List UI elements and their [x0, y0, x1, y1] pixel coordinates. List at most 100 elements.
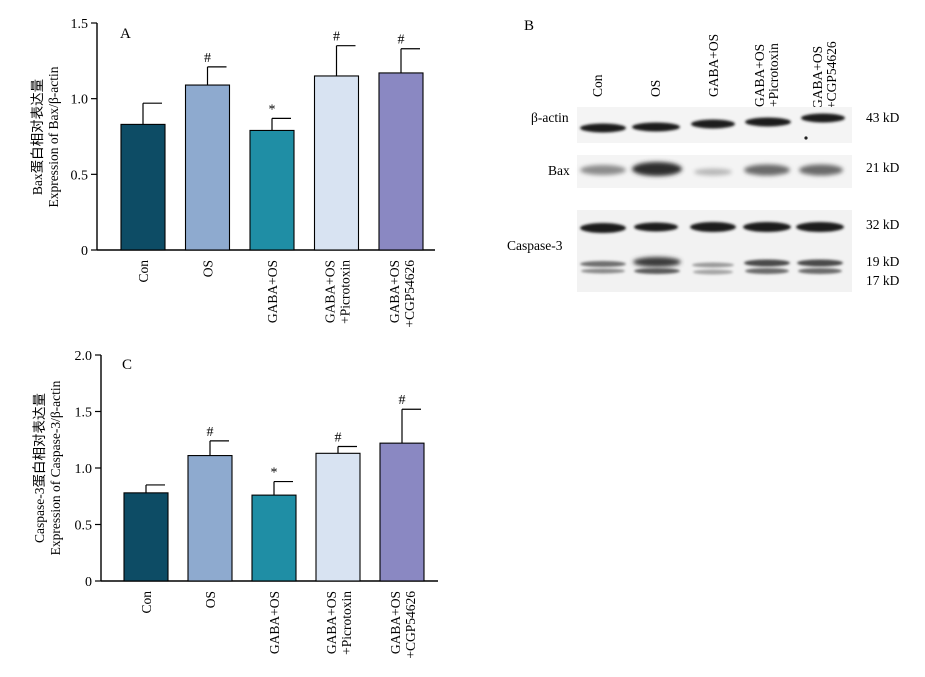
- y-tick-label: 0.5: [71, 168, 89, 183]
- significance-mark: #: [399, 393, 406, 408]
- category-label-line: GABA+OS: [267, 591, 282, 654]
- band-beta-actin-con: [580, 123, 626, 133]
- category-label-line: +Picrotoxin: [338, 260, 353, 324]
- category-label: Con: [136, 260, 151, 283]
- band-casp3-19-cgp: [797, 259, 843, 267]
- band-bax-con: [580, 165, 626, 175]
- significance-mark: #: [333, 30, 340, 45]
- category-label-line: GABA+OS: [388, 591, 403, 654]
- panel-b-label: B: [524, 18, 534, 34]
- significance-mark: #: [207, 425, 214, 440]
- lane-label-gaba-os-picrotoxin: GABA+OS +Picrotoxin: [752, 43, 781, 107]
- band-bax-os: [632, 162, 682, 176]
- category-label: GABA+OS +Picrotoxin: [324, 591, 354, 655]
- size-32kd: 32 kD: [866, 217, 900, 232]
- lane-label-gaba-os-picrotoxin-line1: GABA+OS: [752, 44, 767, 107]
- blot-bax-strip: [577, 155, 852, 188]
- category-label: OS: [203, 591, 218, 608]
- lane-label-gaba-os-cgp-line2: +CGP54626: [824, 41, 839, 109]
- lane-label-gaba-os-cgp: GABA+OS +CGP54626: [810, 41, 839, 109]
- y-tick-label: 0: [81, 244, 88, 259]
- panel-a-ylabel-cn: Bax蛋白相对表达量: [30, 79, 45, 195]
- row-label-bax: Bax: [548, 163, 570, 178]
- size-21kd: 21 kD: [866, 160, 900, 175]
- panel-c-ylabel-cn: Caspase-3蛋白相对表达量: [32, 393, 47, 543]
- band-beta-actin-gaba-os: [691, 119, 735, 129]
- size-17kd: 17 kD: [866, 273, 900, 288]
- panel-c-chart: C Caspase-3蛋白相对表达量 Expression of Caspase…: [32, 349, 438, 659]
- bar: [313, 75, 360, 251]
- y-tick-label: 0.5: [75, 519, 93, 534]
- y-tick-label: 1.0: [71, 93, 89, 108]
- bar: [187, 455, 233, 582]
- bar: [315, 452, 361, 582]
- category-label: Con: [139, 591, 154, 614]
- band-casp3-32-gaba-os: [690, 222, 736, 232]
- band-casp3-32-os: [634, 222, 678, 232]
- y-tick-label: 2.0: [75, 349, 93, 364]
- category-label-line: +CGP54626: [402, 260, 417, 328]
- bar: [184, 84, 231, 251]
- band-casp3-17-picrotoxin: [745, 268, 789, 274]
- band-casp3-19-os: [633, 257, 681, 267]
- band-casp3-17-os: [634, 268, 680, 274]
- y-tick-label: 1.5: [75, 406, 93, 421]
- category-label: OS: [201, 260, 216, 277]
- panel-a-chart: A Bax蛋白相对表达量 Expression of Bax/β-actin 0…: [30, 17, 435, 328]
- category-label-line: GABA+OS: [324, 591, 339, 654]
- category-label: GABA+OS: [265, 260, 280, 323]
- category-label: GABA+OS +CGP54626: [387, 260, 417, 328]
- band-casp3-32-con: [580, 223, 626, 233]
- size-19kd: 19 kD: [866, 254, 900, 269]
- panel-a-label: A: [120, 26, 131, 42]
- lane-labels: Con OS GABA+OS GABA+OS +Picrotoxin GABA+…: [590, 34, 839, 109]
- band-casp3-17-cgp: [798, 268, 842, 274]
- lane-label-os: OS: [648, 80, 663, 97]
- bar: [120, 123, 166, 251]
- panel-a-ylabel-en: Expression of Bax/β-actin: [46, 66, 61, 207]
- category-label: GABA+OS: [267, 591, 282, 654]
- row-label-caspase-3: Caspase-3: [507, 238, 563, 253]
- band-casp3-32-cgp: [796, 222, 844, 232]
- panel-c-ylabel-en: Expression of Caspase-3/β-actin: [48, 380, 63, 555]
- y-tick-label: 1.5: [71, 17, 89, 32]
- band-casp3-17-con: [581, 268, 625, 274]
- size-43kd: 43 kD: [866, 110, 900, 125]
- significance-mark: #: [335, 431, 342, 446]
- band-casp3-19-con: [580, 261, 626, 267]
- lane-label-gaba-os: GABA+OS: [706, 34, 721, 97]
- blot-speck: [804, 136, 808, 140]
- category-label-line: +CGP54626: [403, 591, 418, 659]
- category-label: GABA+OS +Picrotoxin: [323, 260, 353, 324]
- significance-mark: #: [398, 33, 405, 48]
- y-tick-label: 0: [85, 575, 92, 590]
- row-label-beta-actin: β-actin: [531, 110, 569, 125]
- band-beta-actin-picrotoxin: [745, 117, 791, 127]
- category-label-line: Con: [139, 591, 154, 614]
- category-label-line: GABA+OS: [387, 260, 402, 323]
- category-label-line: GABA+OS: [323, 260, 338, 323]
- band-bax-cgp: [799, 164, 843, 176]
- blot-caspase-3-strip: [577, 210, 852, 292]
- band-beta-actin-os: [632, 122, 680, 132]
- band-bax-gaba-os: [694, 168, 732, 176]
- bar: [251, 494, 297, 582]
- panel-b-western-blot: B Con OS GABA+OS GABA+OS +Picrotoxin GAB…: [507, 18, 900, 292]
- panel-c-label: C: [122, 357, 132, 373]
- band-casp3-17-gaba-os: [693, 269, 733, 275]
- significance-mark: #: [204, 51, 211, 66]
- lane-label-gaba-os-cgp-line1: GABA+OS: [810, 46, 825, 109]
- bar: [249, 129, 295, 251]
- bar: [378, 72, 424, 251]
- lane-label-con: Con: [590, 74, 605, 97]
- band-casp3-19-picrotoxin: [744, 259, 790, 267]
- category-label-line: OS: [201, 260, 216, 277]
- band-bax-picrotoxin: [744, 164, 790, 176]
- bar: [123, 492, 169, 582]
- y-tick-label: 1.0: [75, 462, 93, 477]
- band-casp3-19-gaba-os: [692, 262, 734, 268]
- category-label-line: Con: [136, 260, 151, 283]
